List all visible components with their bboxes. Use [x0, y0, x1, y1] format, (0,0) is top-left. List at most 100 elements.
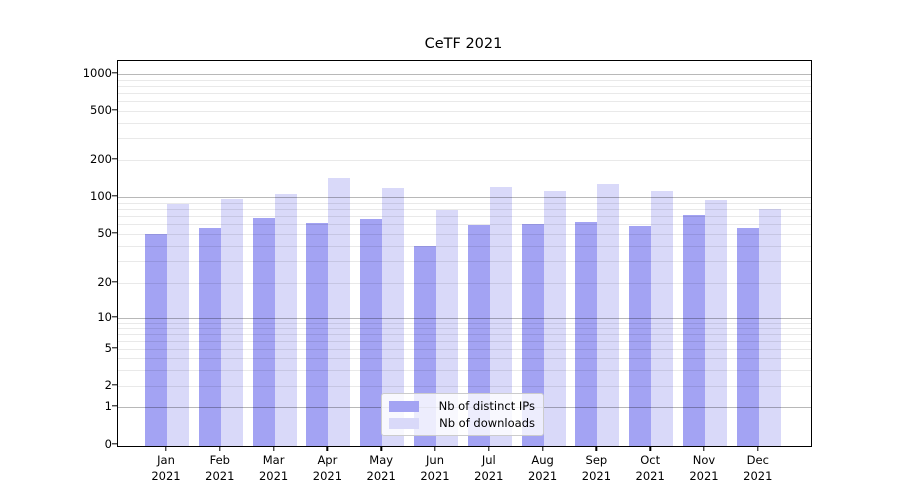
y-tick-label: 20	[97, 275, 112, 289]
downloads-swatch-icon	[389, 417, 419, 429]
minor-gridline	[118, 216, 811, 218]
x-tick-mark	[219, 446, 221, 451]
major-gridline	[118, 74, 811, 75]
distinct-ips-bar-sep	[575, 221, 598, 446]
y-tick-mark	[112, 232, 117, 234]
legend-label-downloads: Nb of downloads	[439, 416, 535, 430]
x-tick-mark	[326, 446, 329, 451]
minor-gridline	[118, 358, 811, 359]
x-tick-label: Aug 2021	[527, 453, 558, 483]
minor-gridline	[118, 160, 811, 161]
minor-gridline	[118, 111, 811, 112]
distinct-ips-bar-jul	[467, 225, 490, 446]
downloads-bar-jul	[489, 187, 512, 446]
minor-gridline	[118, 85, 811, 87]
major-gridline	[118, 318, 811, 319]
minor-gridline	[118, 283, 811, 284]
y-tick-mark	[112, 405, 117, 407]
y-tick-mark	[112, 443, 117, 445]
downloads-bar-feb	[220, 199, 243, 446]
y-tick-mark	[112, 384, 117, 386]
distinct-ips-bar-feb	[198, 227, 221, 446]
x-tick-mark	[703, 446, 705, 451]
x-tick-label: Oct 2021	[635, 453, 665, 483]
y-tick-mark	[112, 347, 117, 349]
y-tick-mark	[112, 72, 117, 74]
x-tick-mark	[595, 446, 598, 451]
y-tick-mark	[112, 281, 117, 283]
minor-gridline	[118, 322, 811, 324]
distinct-ips-bar-mar	[252, 217, 275, 446]
x-tick-label: Nov 2021	[689, 453, 719, 483]
minor-gridline	[118, 261, 811, 263]
y-tick-label: 1	[104, 399, 112, 413]
distinct-ips-bar-aug	[521, 224, 544, 446]
minor-gridline	[118, 369, 811, 371]
downloads-bar-sep	[597, 184, 620, 446]
minor-gridline	[118, 208, 811, 210]
distinct-ips-bar-jan	[145, 234, 167, 446]
minor-gridline	[118, 101, 811, 103]
plot-area	[117, 60, 812, 447]
downloads-bar-apr	[328, 177, 351, 446]
x-tick-mark	[649, 446, 651, 451]
x-tick-label: Feb 2021	[205, 453, 235, 483]
x-tick-label: Dec 2021	[743, 453, 773, 483]
y-tick-label: 10	[97, 310, 112, 324]
minor-gridline	[118, 138, 811, 140]
downloads-bar-jan	[167, 203, 189, 446]
y-tick-label: 100	[90, 189, 112, 203]
y-tick-mark	[112, 109, 117, 111]
downloads-bar-dec	[758, 208, 781, 446]
x-tick-label: Mar 2021	[258, 453, 289, 483]
distinct-ips-bar-nov	[683, 215, 705, 446]
downloads-bar-oct	[651, 190, 674, 446]
distinct-ips-bar-oct	[629, 226, 652, 446]
minor-gridline	[118, 327, 811, 329]
minor-gridline	[118, 79, 811, 81]
distinct-ips-bar-may	[360, 219, 383, 446]
y-tick-label: 1000	[82, 66, 112, 80]
x-tick-mark	[380, 446, 382, 451]
y-tick-mark	[112, 316, 117, 318]
x-tick-label: Jan 2021	[151, 453, 181, 483]
minor-gridline	[118, 349, 811, 350]
y-tick-label: 500	[90, 103, 112, 117]
legend-label-distinct-ips: Nb of distinct IPs	[438, 399, 535, 413]
distinct-ips-swatch-icon	[389, 400, 419, 412]
x-tick-mark	[272, 446, 275, 451]
y-tick-mark	[112, 195, 117, 197]
x-tick-mark	[541, 446, 544, 451]
x-tick-label: May 2021	[366, 453, 396, 483]
downloads-bar-nov	[705, 199, 727, 446]
x-tick-mark	[757, 446, 759, 451]
minor-gridline	[118, 386, 811, 387]
x-tick-mark	[488, 446, 490, 451]
legend-row-distinct-ips: Nb of distinct IPs	[389, 399, 535, 413]
x-tick-label: Apr 2021	[312, 453, 343, 483]
chart-title: CeTF 2021	[424, 36, 503, 52]
minor-gridline	[118, 224, 811, 226]
major-gridline	[118, 197, 811, 198]
minor-gridline	[118, 122, 811, 124]
minor-gridline	[118, 93, 811, 95]
distinct-ips-bar-dec	[736, 227, 759, 446]
x-tick-label: Jul 2021	[474, 453, 504, 483]
downloads-bar-mar	[274, 194, 297, 446]
downloads-bar-may	[382, 187, 405, 446]
minor-gridline	[118, 202, 811, 204]
distinct-ips-bar-apr	[306, 222, 329, 446]
x-tick-mark	[434, 446, 436, 451]
y-tick-label: 200	[90, 152, 112, 166]
y-tick-label: 0	[104, 437, 112, 451]
x-tick-mark	[165, 446, 167, 451]
minor-gridline	[118, 333, 811, 335]
legend-row-downloads: Nb of downloads	[389, 416, 535, 430]
minor-gridline	[118, 234, 811, 235]
downloads-bar-aug	[543, 190, 566, 446]
x-tick-label: Jun 2021	[420, 453, 450, 483]
y-tick-label: 50	[97, 226, 112, 240]
downloads-bar-jun	[436, 210, 458, 446]
minor-gridline	[118, 340, 811, 342]
